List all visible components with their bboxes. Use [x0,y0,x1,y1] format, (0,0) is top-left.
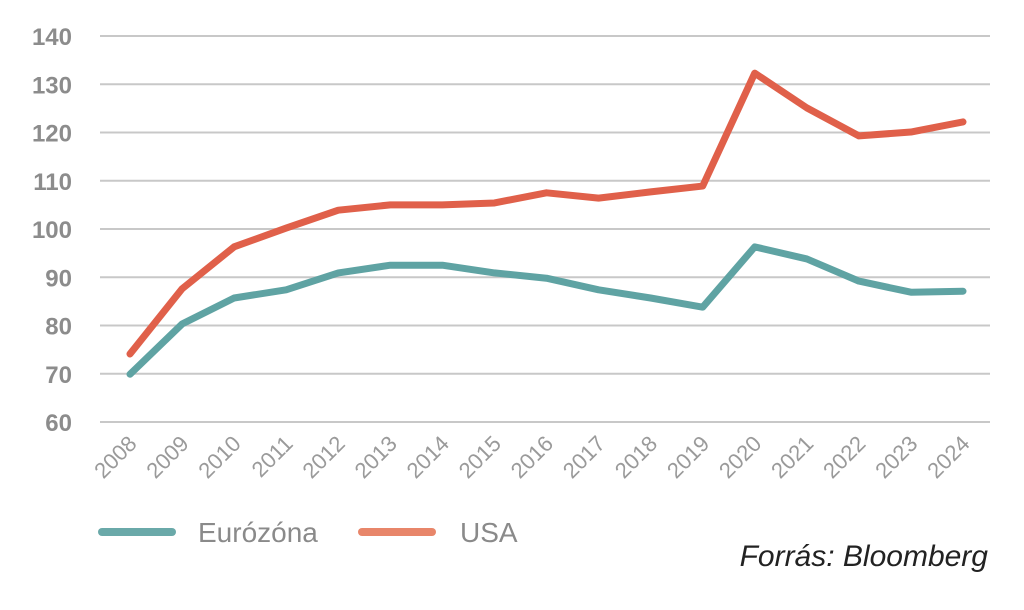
x-tick-label: 2015 [454,431,506,483]
y-tick-label: 80 [45,314,72,341]
series-line-usa [126,69,967,358]
y-axis-ticks: 60 70 80 90 100 110 120 130 140 [32,24,72,437]
x-tick-label: 2009 [141,431,193,483]
x-tick-label: 2016 [506,431,558,483]
x-tick-label: 2012 [297,431,349,483]
series-line-eurozona [126,243,967,378]
x-tick-label: 2010 [193,431,245,483]
x-tick-label: 2024 [922,431,974,483]
y-tick-label: 100 [32,217,72,244]
series-lines [126,69,967,378]
y-tick-label: 90 [45,265,72,292]
x-axis-ticks: 2008 2009 2010 2011 2012 2013 2014 2015 2016 2017… [89,431,974,483]
x-tick-label: 2023 [870,431,922,483]
y-tick-label: 70 [45,362,72,389]
x-tick-label: 2018 [610,431,662,483]
x-tick-label: 2019 [662,431,714,483]
y-tick-label: 60 [45,410,72,437]
x-tick-label: 2020 [714,431,766,483]
x-tick-label: 2017 [558,431,610,483]
y-tick-label: 110 [33,169,72,196]
x-tick-label: 2021 [766,431,818,483]
legend-label-usa: USA [460,517,518,548]
legend-label-eurozona: Eurózóna [198,517,318,548]
source-annotation: Forrás: Bloomberg [740,540,989,573]
x-tick-label: 2014 [402,431,454,483]
y-tick-label: 130 [32,72,72,99]
x-tick-label: 2013 [350,431,402,483]
y-tick-label: 120 [32,121,72,148]
y-tick-label: 140 [32,24,72,51]
gridlines [100,35,990,423]
x-tick-label: 2011 [247,431,298,482]
legend: Eurózóna USA [98,517,518,548]
x-tick-label: 2008 [89,431,141,483]
x-tick-label: 2022 [818,431,870,483]
